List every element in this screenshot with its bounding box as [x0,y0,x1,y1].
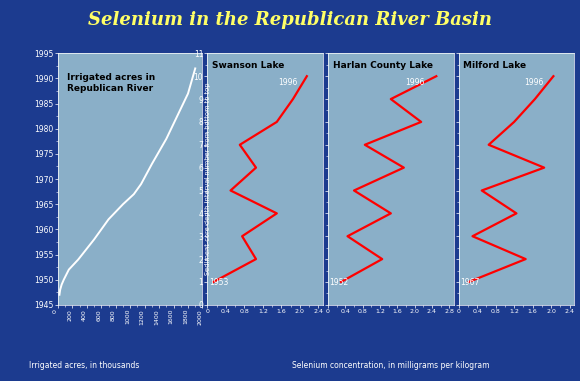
Text: Sediment-core depth-interval number from bottom to top: Sediment-core depth-interval number from… [205,83,211,275]
Text: 1967: 1967 [460,279,480,287]
Text: Selenium in the Republican River Basin: Selenium in the Republican River Basin [88,11,492,29]
Text: 1996: 1996 [524,78,544,87]
Text: 1953: 1953 [209,279,228,287]
Text: Selenium concentration, in milligrams per kilogram: Selenium concentration, in milligrams pe… [292,360,490,370]
Text: Swanson Lake: Swanson Lake [212,61,284,70]
Text: 1996: 1996 [278,78,298,87]
Text: Harlan County Lake: Harlan County Lake [333,61,433,70]
Text: Milford Lake: Milford Lake [463,61,527,70]
Text: Irrigated acres in
Republican River: Irrigated acres in Republican River [67,74,155,93]
Text: 1996: 1996 [405,78,425,87]
Text: Irrigated acres, in thousands: Irrigated acres, in thousands [29,360,139,370]
Text: 1952: 1952 [329,279,349,287]
